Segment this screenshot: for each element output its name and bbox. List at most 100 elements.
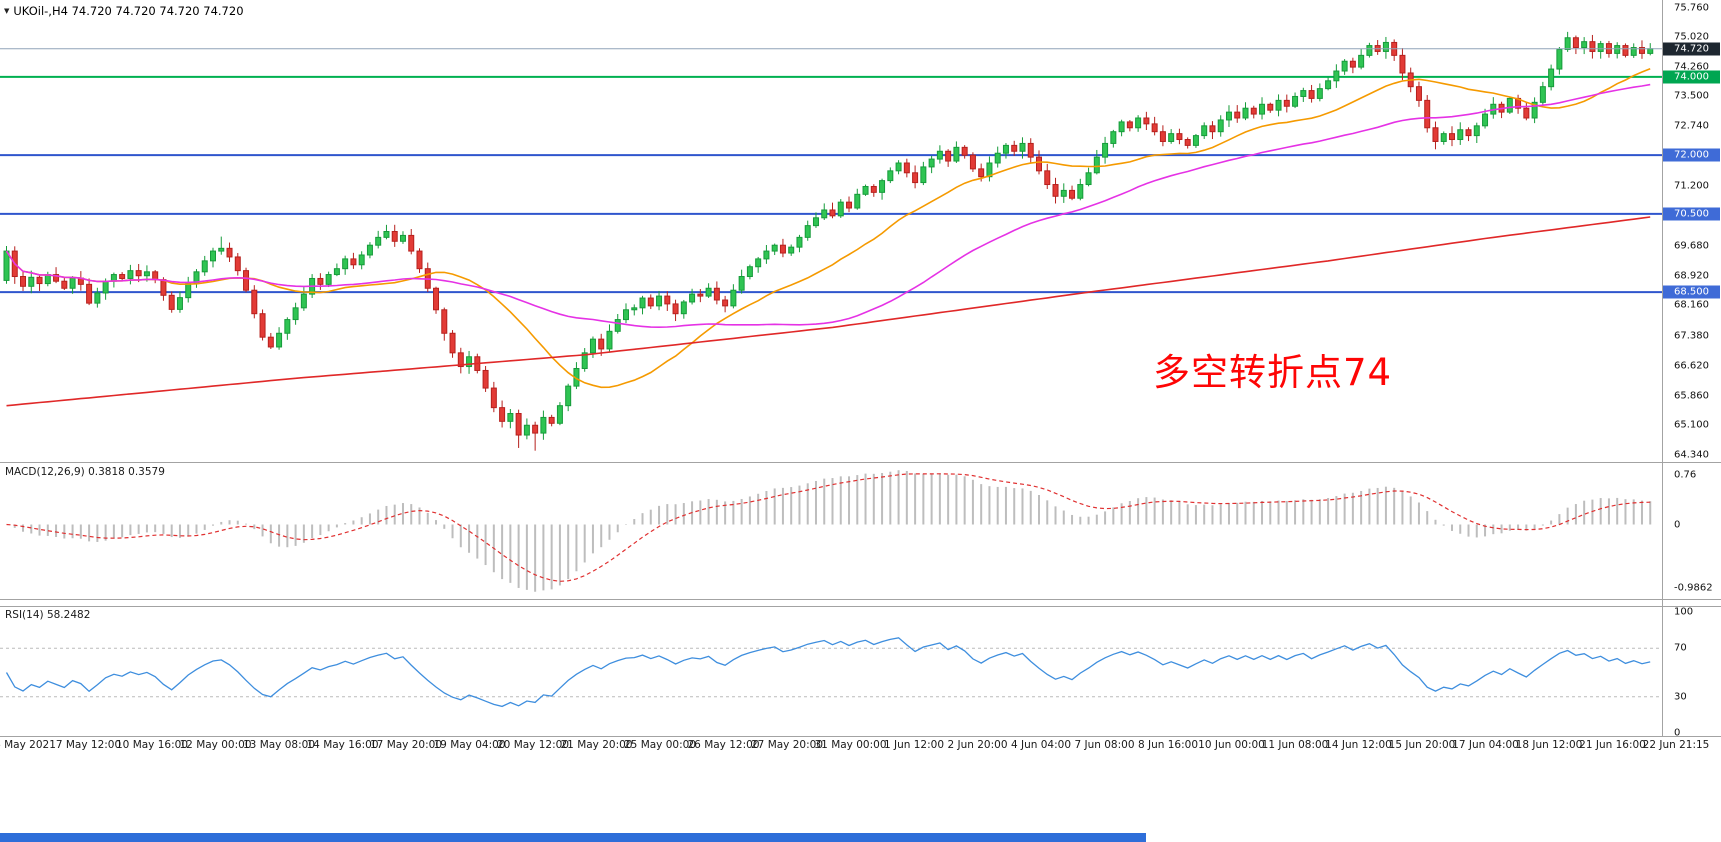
candle — [1647, 48, 1654, 54]
candle — [614, 319, 621, 332]
candle — [1292, 95, 1299, 107]
candle — [267, 336, 274, 348]
candle — [143, 271, 150, 277]
price-axis-label: 64.340 — [1674, 449, 1709, 461]
price-axis-label: 67.380 — [1674, 330, 1709, 342]
candle — [523, 424, 530, 436]
candle — [812, 217, 819, 227]
candle — [152, 271, 159, 281]
candle — [300, 293, 307, 309]
candle — [978, 168, 985, 178]
candle — [755, 258, 762, 268]
candle — [490, 387, 497, 409]
time-axis-label: 13 May 08:00 — [242, 739, 316, 751]
candle — [1069, 189, 1076, 199]
candle — [176, 297, 183, 310]
candle — [1283, 99, 1290, 107]
time-axis-label: 10 Jun 00:00 — [1198, 739, 1265, 751]
time-axis[interactable]: 6 May 2021 7 May 12:00 10 May 16:00 12 May … — [0, 739, 1721, 755]
candle — [887, 170, 894, 182]
candle — [1126, 121, 1133, 129]
candle — [1341, 60, 1348, 72]
macd-pane-canvas[interactable] — [0, 463, 1662, 599]
candle — [829, 209, 836, 217]
candle — [69, 277, 76, 289]
candle — [763, 250, 770, 260]
candle — [1267, 103, 1274, 111]
price-axis-label: 75.020 — [1674, 31, 1709, 43]
candle — [1036, 156, 1042, 172]
candle — [713, 287, 720, 301]
time-axis-label: 25 May 00:00 — [623, 739, 697, 751]
candle — [1011, 144, 1018, 152]
candle — [284, 319, 291, 334]
time-axis-label: 11 Jun 08:00 — [1261, 739, 1329, 751]
ma-fast — [5, 67, 1651, 389]
candle — [936, 150, 943, 160]
candle — [1506, 97, 1513, 113]
candle — [127, 270, 134, 279]
candle — [1159, 131, 1166, 142]
rsi-axis-label: 70 — [1674, 642, 1687, 654]
candle — [1118, 121, 1125, 133]
bottom-blue-bar — [0, 833, 1146, 842]
candle — [449, 332, 456, 354]
candle — [656, 295, 663, 307]
price-axis[interactable]: 75.760 75.020 74.260 73.500 72.740 71.200 69.6… — [1662, 0, 1721, 760]
price-badge-70.500: 70.500 — [1663, 207, 1720, 221]
candle — [532, 424, 539, 434]
candle — [680, 301, 687, 315]
candle — [457, 352, 464, 368]
candle — [1275, 99, 1282, 111]
candle — [920, 166, 927, 184]
candle — [738, 276, 745, 291]
panel-separator-macd-bottom[interactable] — [0, 599, 1721, 600]
rsi-pane-canvas[interactable] — [0, 607, 1662, 736]
candle — [1102, 142, 1109, 158]
panel-separator-main-macd[interactable] — [0, 462, 1721, 463]
candle — [606, 330, 613, 350]
ma-mid — [5, 83, 1651, 329]
rsi-line — [5, 637, 1651, 708]
price-axis-separator — [1662, 0, 1663, 736]
candle — [548, 416, 555, 424]
panel-separator-rsi-top[interactable] — [0, 606, 1721, 607]
macd-histogram — [13, 470, 1652, 592]
candle — [953, 146, 960, 162]
candle — [1052, 184, 1059, 197]
candle — [1234, 111, 1241, 119]
candle — [243, 270, 250, 291]
candle — [1242, 107, 1249, 119]
candle — [515, 413, 522, 436]
candle — [945, 150, 952, 162]
candle — [1638, 47, 1645, 54]
candle — [589, 338, 596, 354]
candle — [210, 250, 216, 262]
time-axis-label: 10 May 16:00 — [115, 739, 189, 751]
candle — [540, 416, 547, 434]
macd-axis-label: 0.76 — [1674, 469, 1697, 481]
macd-indicator-label: MACD(12,26,9) 0.3818 0.3579 — [5, 466, 165, 478]
candle — [1622, 45, 1629, 56]
price-axis-label: 75.760 — [1674, 2, 1709, 14]
candle — [1473, 125, 1480, 137]
candle — [664, 295, 671, 305]
candle — [1457, 129, 1464, 141]
chart-annotation-text: 多空转折点74 — [1153, 351, 1393, 394]
candle — [581, 352, 588, 369]
candle — [1548, 68, 1555, 88]
candle — [366, 244, 373, 256]
candle — [1572, 37, 1579, 49]
candle — [358, 254, 365, 266]
candle — [1630, 47, 1637, 56]
time-axis-label: 19 May 04:00 — [433, 739, 506, 751]
time-axis-label: 6 May 2021 — [0, 739, 56, 751]
candle — [1614, 45, 1621, 54]
symbol-dropdown-icon[interactable]: ▼ — [4, 7, 10, 15]
candle — [342, 258, 349, 270]
candle — [994, 152, 1001, 164]
price-pane-canvas[interactable] — [0, 0, 1662, 462]
time-axis-label: 22 Jun 21:15 — [1642, 739, 1710, 751]
candle — [399, 234, 406, 242]
